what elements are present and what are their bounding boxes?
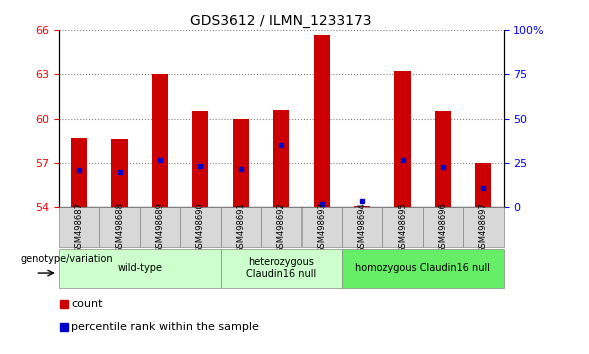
- Bar: [71, 138, 87, 207]
- Bar: [192, 111, 209, 207]
- FancyBboxPatch shape: [100, 207, 140, 247]
- Bar: [313, 34, 330, 207]
- Text: GSM498697: GSM498697: [479, 202, 488, 253]
- FancyBboxPatch shape: [302, 207, 342, 247]
- Bar: [152, 74, 168, 207]
- Text: GSM498690: GSM498690: [196, 202, 205, 253]
- Bar: [233, 119, 249, 207]
- FancyBboxPatch shape: [463, 207, 504, 247]
- Text: percentile rank within the sample: percentile rank within the sample: [71, 321, 259, 332]
- Text: genotype/variation: genotype/variation: [21, 254, 113, 264]
- FancyBboxPatch shape: [342, 207, 382, 247]
- Bar: [273, 110, 289, 207]
- Bar: [111, 139, 128, 207]
- FancyBboxPatch shape: [342, 249, 504, 288]
- FancyBboxPatch shape: [180, 207, 220, 247]
- FancyBboxPatch shape: [140, 207, 180, 247]
- Text: GSM498689: GSM498689: [155, 202, 164, 253]
- Text: wild-type: wild-type: [117, 263, 162, 273]
- Bar: [354, 206, 370, 207]
- Text: count: count: [71, 298, 103, 309]
- Text: homozygous Claudin16 null: homozygous Claudin16 null: [355, 263, 490, 273]
- FancyBboxPatch shape: [59, 207, 100, 247]
- Title: GDS3612 / ILMN_1233173: GDS3612 / ILMN_1233173: [190, 14, 372, 28]
- FancyBboxPatch shape: [261, 207, 302, 247]
- FancyBboxPatch shape: [221, 207, 261, 247]
- Text: GSM498696: GSM498696: [438, 202, 448, 253]
- FancyBboxPatch shape: [423, 207, 463, 247]
- Bar: [395, 72, 411, 207]
- FancyBboxPatch shape: [221, 249, 342, 288]
- Bar: [475, 163, 491, 207]
- Text: heterozygous
Claudin16 null: heterozygous Claudin16 null: [246, 257, 316, 279]
- Text: GSM498695: GSM498695: [398, 202, 407, 253]
- FancyBboxPatch shape: [382, 207, 423, 247]
- Bar: [435, 111, 451, 207]
- Text: GSM498687: GSM498687: [75, 202, 84, 253]
- Text: GSM498692: GSM498692: [277, 202, 286, 253]
- Text: GSM498691: GSM498691: [236, 202, 246, 253]
- Text: GSM498688: GSM498688: [115, 202, 124, 253]
- Text: GSM498694: GSM498694: [358, 202, 366, 253]
- Text: GSM498693: GSM498693: [317, 202, 326, 253]
- FancyBboxPatch shape: [59, 249, 220, 288]
